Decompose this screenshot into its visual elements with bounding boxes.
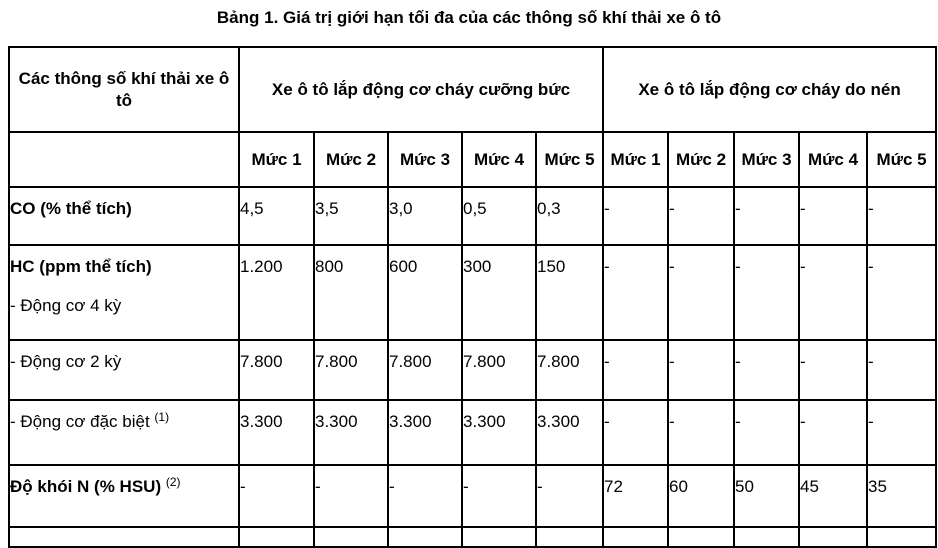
value-cell: - [387,464,463,528]
empty-cell [313,526,389,548]
level-header: Mức 3 [387,131,463,188]
level-header: Mức 5 [534,131,605,188]
row-label-cell: HC (ppm thể tích) - Động cơ 4 kỳ [8,244,240,341]
empty-cell [602,526,670,548]
empty-cell [866,526,938,548]
value-cell: 4,5 [238,186,315,246]
value-cell: - [238,464,315,528]
value-cell: - [866,339,938,401]
value-cell: 7.800 [461,339,537,401]
value-cell: 72 [602,464,670,528]
row-label: - Động cơ 2 kỳ [10,352,122,371]
value-cell: - [667,339,736,401]
group-header-spark: Xe ô tô lắp động cơ cháy cưỡng bức [237,46,605,133]
value-cell: - [733,399,801,466]
level-header: Mức 2 [667,131,736,188]
table-row: Độ khói N (% HSU) (2) - - - - -72 60 50 45 35 [8,464,938,528]
empty-cell [534,526,605,548]
row-label-cell: - Động cơ đặc biệt (1) [8,399,240,466]
value-cell: 7.800 [238,339,315,401]
value-cell: - [866,186,938,246]
value-cell: 3.300 [461,399,537,466]
value-cell: - [534,464,605,528]
level-header: Mức 1 [238,131,315,188]
value-cell: 60 [667,464,736,528]
value-cell: 0,3 [534,186,605,246]
level-header: Mức 1 [602,131,670,188]
footnote-ref: (2) [165,475,181,489]
value-cell: - [798,186,869,246]
row-label-cell: Độ khói N (% HSU) (2) [8,464,240,528]
value-cell: - [602,399,670,466]
table-title: Bảng 1. Giá trị giới hạn tối đa của các … [216,8,722,27]
value-cell: - [866,399,938,466]
level-header: Mức 4 [461,131,537,188]
value-cell: 3,0 [387,186,463,246]
value-cell: 3.300 [387,399,463,466]
empty-cell [461,526,537,548]
value-cell: 3.300 [238,399,315,466]
value-cell: - [461,464,537,528]
value-cell: - [733,186,801,246]
param-header: Các thông số khí thải xe ô tô [8,46,240,133]
level-header: Mức 2 [313,131,389,188]
header-row: Các thông số khí thải xe ô tô Xe ô tô lắ… [8,46,938,133]
value-cell: - [798,244,869,341]
value-cell: 600 [387,244,463,341]
row-label: - Động cơ đặc biệt [10,412,150,431]
row-label-cell: CO (% thể tích) [8,186,240,246]
value-cell: 7.800 [313,339,389,401]
empty-cell [667,526,736,548]
value-cell: - [798,399,869,466]
group-header-compression: Xe ô tô lắp động cơ cháy do nén [602,46,938,133]
empty-cell [8,526,240,548]
row-label: HC (ppm thể tích) [10,257,152,276]
empty-cell [798,526,869,548]
value-cell: 150 [534,244,605,341]
value-cell: 35 [866,464,938,528]
table-row [8,526,938,548]
footnote-ref: (1) [154,410,170,424]
value-cell: - [602,339,670,401]
value-cell: - [733,244,801,341]
value-cell: 800 [313,244,389,341]
value-cell: - [667,399,736,466]
row-sublabel: - Động cơ 4 kỳ [10,296,122,315]
value-cell: 7.800 [387,339,463,401]
value-cell: - [733,339,801,401]
value-cell: 0,5 [461,186,537,246]
row-label: CO (% thể tích) [10,199,132,218]
emission-limits-table: Các thông số khí thải xe ô tô Xe ô tô lắ… [8,46,938,548]
table-row: - Động cơ 2 kỳ 7.800 7.800 7.800 7.800 7.800-… [8,339,938,401]
empty-cell [8,131,240,188]
empty-cell [733,526,801,548]
value-cell: - [798,339,869,401]
table-row: CO (% thể tích) 4,5 3,5 3,0 0,5 0,3- - - - - [8,186,938,246]
level-header: Mức 4 [798,131,869,188]
value-cell: 3,5 [313,186,389,246]
value-cell: - [866,244,938,341]
value-cell: 45 [798,464,869,528]
table-row: - Động cơ đặc biệt (1) 3.300 3.300 3.300 3.3… [8,399,938,466]
empty-cell [387,526,463,548]
empty-cell [238,526,315,548]
value-cell: 7.800 [534,339,605,401]
row-label: Độ khói N (% HSU) [10,477,162,496]
value-cell: - [602,186,670,246]
table-row: HC (ppm thể tích) - Động cơ 4 kỳ 1.200 800 6… [8,244,938,341]
value-cell: - [667,186,736,246]
value-cell: 50 [733,464,801,528]
value-cell: 3.300 [313,399,389,466]
value-cell: 3.300 [534,399,605,466]
row-label-cell: - Động cơ 2 kỳ [8,339,240,401]
level-header: Mức 3 [733,131,801,188]
level-row: Mức 1 Mức 2 Mức 3 Mức 4 Mức 5 Mức 1 Mức 2 Mức 3… [8,131,938,188]
value-cell: 300 [461,244,537,341]
level-header: Mức 5 [866,131,938,188]
value-cell: - [602,244,670,341]
value-cell: - [313,464,389,528]
value-cell: 1.200 [238,244,315,341]
value-cell: - [667,244,736,341]
